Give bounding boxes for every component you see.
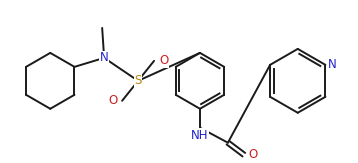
Text: N: N [100,51,108,64]
Text: O: O [108,94,117,107]
Text: O: O [159,54,168,67]
Text: S: S [134,74,142,87]
Text: NH: NH [191,129,209,142]
Text: O: O [249,148,258,161]
Text: N: N [328,58,336,71]
